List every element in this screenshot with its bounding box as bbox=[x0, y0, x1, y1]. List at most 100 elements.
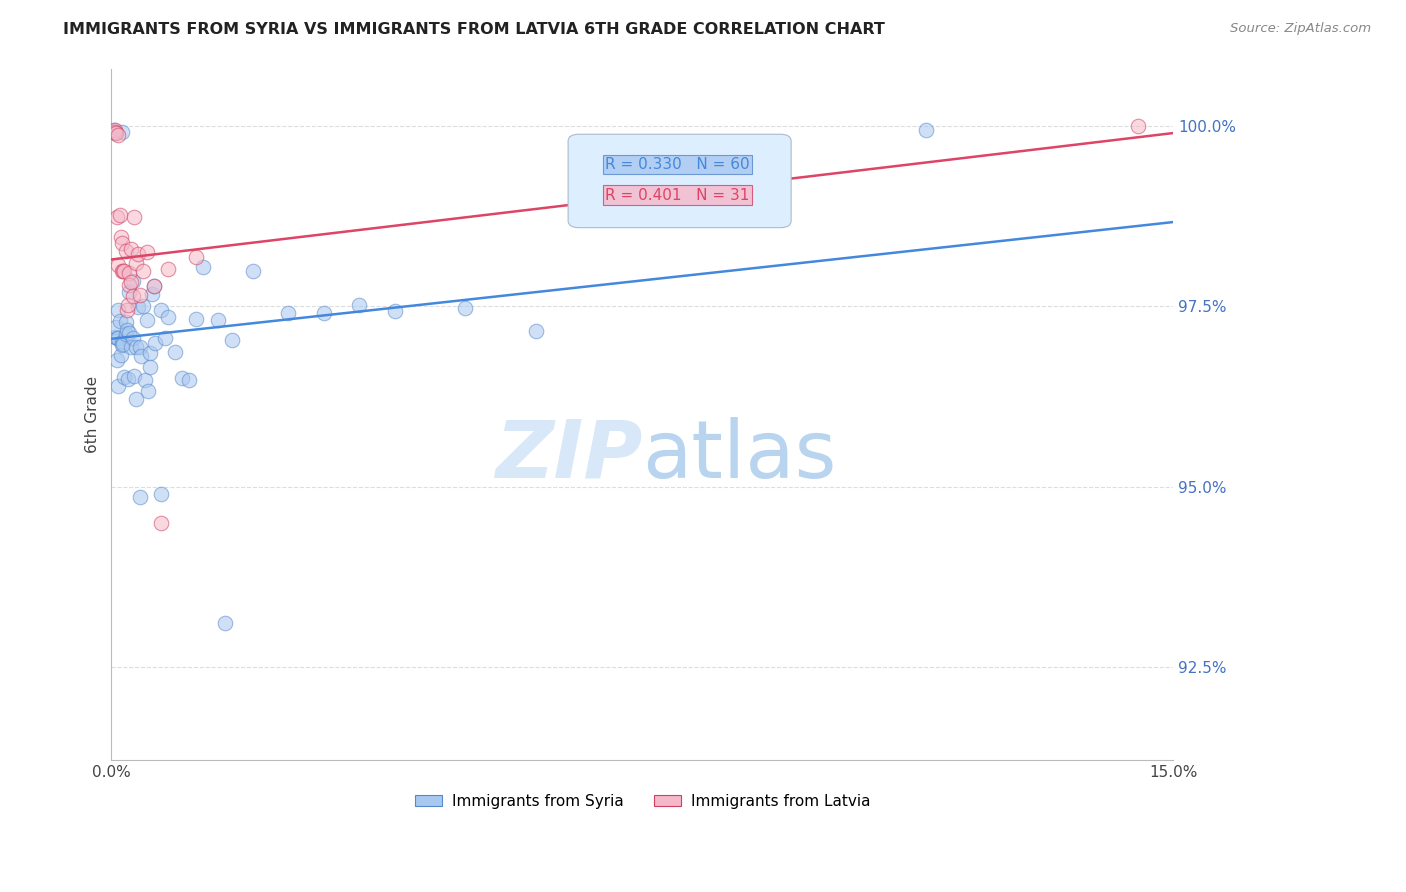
Point bbox=[277, 306, 299, 320]
Point bbox=[114, 244, 136, 259]
Point bbox=[122, 210, 145, 224]
Point bbox=[165, 345, 187, 359]
Point bbox=[125, 392, 148, 406]
Point bbox=[312, 306, 335, 320]
Point bbox=[120, 275, 142, 289]
Point bbox=[103, 122, 125, 136]
Text: ZIP: ZIP bbox=[495, 417, 643, 495]
Point bbox=[112, 337, 135, 351]
Point bbox=[110, 230, 132, 244]
Point bbox=[186, 251, 208, 265]
Point bbox=[117, 298, 139, 312]
Point bbox=[125, 256, 148, 270]
Point bbox=[107, 379, 129, 393]
Point bbox=[110, 348, 132, 362]
Point bbox=[214, 616, 236, 631]
Point bbox=[135, 245, 157, 260]
Point bbox=[149, 487, 172, 501]
Point bbox=[242, 264, 264, 278]
Point bbox=[104, 127, 127, 141]
Point bbox=[108, 208, 131, 222]
Point bbox=[114, 315, 136, 329]
Point bbox=[139, 345, 162, 359]
Point bbox=[111, 125, 134, 139]
Point bbox=[121, 331, 143, 345]
Point bbox=[127, 300, 149, 314]
Point bbox=[157, 310, 180, 324]
Point bbox=[104, 125, 127, 139]
Point bbox=[121, 274, 143, 288]
Point bbox=[118, 285, 141, 299]
Text: R = 0.401   N = 31: R = 0.401 N = 31 bbox=[605, 187, 749, 202]
Point bbox=[120, 242, 142, 256]
Point bbox=[117, 372, 139, 386]
Point bbox=[112, 264, 135, 278]
Point bbox=[105, 331, 128, 345]
Point bbox=[132, 299, 155, 313]
Point bbox=[132, 263, 155, 277]
Point bbox=[153, 331, 176, 345]
Text: R = 0.330   N = 60: R = 0.330 N = 60 bbox=[605, 157, 749, 172]
Point bbox=[172, 371, 194, 385]
Point bbox=[128, 288, 150, 302]
Text: IMMIGRANTS FROM SYRIA VS IMMIGRANTS FROM LATVIA 6TH GRADE CORRELATION CHART: IMMIGRANTS FROM SYRIA VS IMMIGRANTS FROM… bbox=[63, 22, 886, 37]
Point bbox=[193, 260, 215, 274]
Point bbox=[118, 278, 141, 293]
Point bbox=[134, 373, 156, 387]
Point bbox=[129, 349, 152, 363]
Point bbox=[454, 301, 477, 316]
Point bbox=[143, 336, 166, 351]
Point bbox=[122, 369, 145, 384]
Point bbox=[107, 258, 129, 272]
Point bbox=[128, 340, 150, 354]
Legend: Immigrants from Syria, Immigrants from Latvia: Immigrants from Syria, Immigrants from L… bbox=[409, 788, 876, 815]
FancyBboxPatch shape bbox=[568, 135, 792, 227]
Point bbox=[115, 322, 138, 336]
Point bbox=[157, 262, 180, 277]
Point bbox=[139, 360, 162, 375]
Point bbox=[105, 352, 128, 367]
Point bbox=[105, 210, 128, 224]
Point bbox=[114, 326, 136, 341]
Point bbox=[179, 373, 201, 387]
Point bbox=[207, 312, 229, 326]
Point bbox=[1126, 119, 1149, 133]
Point bbox=[141, 287, 163, 301]
Point bbox=[524, 324, 547, 338]
Point bbox=[112, 370, 135, 384]
Point bbox=[127, 247, 149, 261]
Point bbox=[149, 516, 172, 530]
Point bbox=[120, 340, 142, 354]
Point bbox=[121, 288, 143, 302]
Point bbox=[149, 303, 172, 318]
Point bbox=[108, 314, 131, 328]
Point bbox=[111, 264, 134, 278]
Text: Source: ZipAtlas.com: Source: ZipAtlas.com bbox=[1230, 22, 1371, 36]
Point bbox=[136, 384, 159, 399]
Point bbox=[142, 278, 165, 293]
Point bbox=[107, 331, 129, 345]
Point bbox=[221, 333, 243, 347]
Point bbox=[135, 313, 157, 327]
Point bbox=[105, 320, 128, 334]
Point bbox=[142, 279, 165, 293]
Text: atlas: atlas bbox=[643, 417, 837, 495]
Point bbox=[104, 330, 127, 344]
Point bbox=[118, 326, 141, 340]
Point bbox=[118, 266, 141, 280]
Y-axis label: 6th Grade: 6th Grade bbox=[86, 376, 100, 453]
Point bbox=[186, 312, 208, 326]
Point bbox=[111, 335, 134, 350]
Point bbox=[112, 264, 135, 278]
Point bbox=[107, 303, 129, 318]
Point bbox=[104, 122, 127, 136]
Point bbox=[347, 298, 370, 312]
Point bbox=[128, 491, 150, 505]
Point bbox=[105, 127, 128, 141]
Point bbox=[125, 340, 148, 354]
Point bbox=[111, 338, 134, 352]
Point bbox=[384, 304, 406, 318]
Point bbox=[107, 128, 129, 142]
Point bbox=[914, 122, 936, 136]
Point bbox=[115, 303, 138, 318]
